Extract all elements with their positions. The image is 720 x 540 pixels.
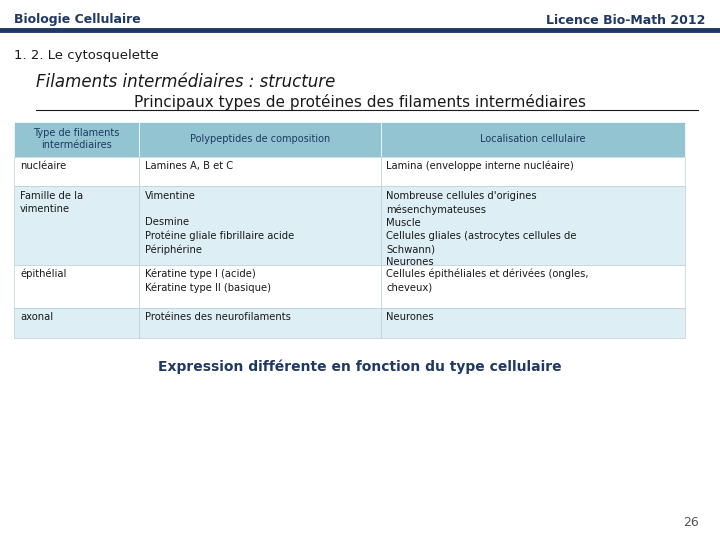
Text: Lamina (enveloppe interne nucléaire): Lamina (enveloppe interne nucléaire) [387, 161, 575, 171]
Text: Principaux types de protéines des filaments intermédiaires: Principaux types de protéines des filame… [134, 94, 586, 111]
Text: 1. 2. Le cytosquelette: 1. 2. Le cytosquelette [14, 49, 159, 62]
FancyBboxPatch shape [139, 308, 381, 338]
Text: Lamines A, B et C: Lamines A, B et C [145, 161, 233, 171]
FancyBboxPatch shape [381, 186, 685, 265]
Text: Biologie Cellulaire: Biologie Cellulaire [14, 14, 141, 26]
Text: Protéines des neurofilaments: Protéines des neurofilaments [145, 312, 290, 322]
Text: 26: 26 [683, 516, 698, 529]
FancyBboxPatch shape [381, 265, 685, 308]
Text: Kératine type I (acide)
Kératine type II (basique): Kératine type I (acide) Kératine type II… [145, 269, 271, 293]
Text: Localisation cellulaire: Localisation cellulaire [480, 134, 585, 144]
Text: épithélial: épithélial [20, 269, 66, 279]
FancyBboxPatch shape [381, 308, 685, 338]
FancyBboxPatch shape [139, 157, 381, 186]
Text: axonal: axonal [20, 312, 53, 322]
Text: Neurones: Neurones [387, 312, 434, 322]
Text: Type de filaments
intermédiaires: Type de filaments intermédiaires [33, 128, 120, 150]
Text: Famille de la
vimentine: Famille de la vimentine [20, 191, 84, 214]
FancyBboxPatch shape [14, 157, 139, 186]
FancyBboxPatch shape [14, 265, 139, 308]
FancyBboxPatch shape [381, 157, 685, 186]
FancyBboxPatch shape [139, 186, 381, 265]
FancyBboxPatch shape [14, 122, 139, 157]
FancyBboxPatch shape [14, 186, 139, 265]
FancyBboxPatch shape [381, 122, 685, 157]
Text: Cellules épithéliales et dérivées (ongles,
cheveux): Cellules épithéliales et dérivées (ongle… [387, 269, 589, 293]
Text: Vimentine

Desmine
Protéine gliale fibrillaire acide
Périphérine: Vimentine Desmine Protéine gliale fibril… [145, 191, 294, 255]
Text: Filaments intermédiaires : structure: Filaments intermédiaires : structure [36, 73, 336, 91]
Text: Nombreuse cellules d'origines
mésenchymateuses
Muscle
Cellules gliales (astrocyt: Nombreuse cellules d'origines mésenchyma… [387, 191, 577, 267]
Text: Expression différente en fonction du type cellulaire: Expression différente en fonction du typ… [158, 359, 562, 374]
FancyBboxPatch shape [14, 308, 139, 338]
Text: Licence Bio-Math 2012: Licence Bio-Math 2012 [546, 14, 706, 26]
Text: nucléaire: nucléaire [20, 161, 66, 171]
FancyBboxPatch shape [139, 265, 381, 308]
FancyBboxPatch shape [139, 122, 381, 157]
Text: Polypeptides de composition: Polypeptides de composition [189, 134, 330, 144]
